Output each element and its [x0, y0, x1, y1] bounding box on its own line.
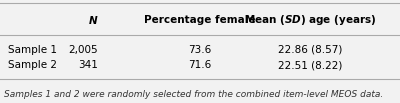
- Text: 22.51 (8.22): 22.51 (8.22): [278, 60, 342, 70]
- Text: Samples 1 and 2 were randomly selected from the combined item-level MEOS data.: Samples 1 and 2 were randomly selected f…: [4, 90, 383, 99]
- Text: Mean ($\bfit{SD}$) age (years): Mean ($\bfit{SD}$) age (years): [244, 13, 376, 27]
- Text: 341: 341: [78, 60, 98, 70]
- Text: Sample 1: Sample 1: [8, 45, 57, 55]
- Text: 71.6: 71.6: [188, 60, 212, 70]
- Text: 73.6: 73.6: [188, 45, 212, 55]
- Text: Sample 2: Sample 2: [8, 60, 57, 70]
- Text: $\bfit{N}$: $\bfit{N}$: [88, 14, 98, 26]
- Text: Percentage female: Percentage female: [144, 15, 256, 25]
- Text: 22.86 (8.57): 22.86 (8.57): [278, 45, 342, 55]
- Text: 2,005: 2,005: [68, 45, 98, 55]
